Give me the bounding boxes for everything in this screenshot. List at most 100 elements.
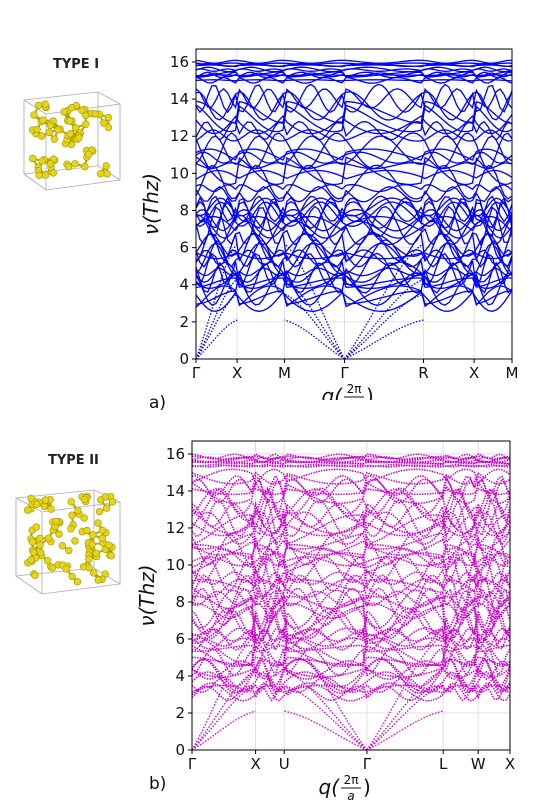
band-line — [192, 508, 510, 535]
atom — [30, 111, 38, 119]
band-line — [192, 632, 510, 667]
band-line — [192, 468, 510, 485]
atom — [92, 549, 101, 557]
atom — [88, 540, 97, 549]
band-line — [196, 68, 512, 72]
atom — [72, 124, 80, 132]
y-tick-label: 0 — [175, 741, 185, 759]
band-line — [192, 595, 510, 610]
y-tick-label: 6 — [175, 630, 185, 648]
atom — [46, 160, 55, 168]
atom — [60, 108, 68, 116]
y-axis-label: ν(Thz) — [135, 564, 159, 626]
band-line — [196, 201, 512, 228]
atom — [49, 169, 58, 177]
atom — [82, 120, 90, 128]
atom — [67, 525, 75, 533]
y-tick-label: 16 — [170, 53, 189, 71]
atom — [62, 565, 70, 573]
panel-letter-a: a) — [149, 393, 167, 413]
acoustic-branch — [283, 684, 368, 750]
atom — [65, 117, 74, 125]
band-line — [192, 585, 510, 628]
atom — [94, 576, 102, 584]
atom — [100, 119, 108, 127]
band-line — [192, 647, 510, 679]
atom — [44, 534, 53, 542]
band-line — [196, 129, 512, 142]
atom — [108, 498, 117, 506]
band-line — [196, 70, 512, 78]
x-tick-label: U — [279, 755, 290, 773]
atom — [48, 564, 57, 572]
atom — [52, 517, 60, 526]
atom — [39, 116, 47, 124]
y-tick-label: 0 — [179, 350, 189, 368]
atom — [28, 154, 37, 163]
x-axis-label-numerator: 2π — [344, 773, 359, 787]
atom — [84, 150, 93, 158]
acoustic-branch — [344, 319, 424, 359]
type-i-label: TYPE I — [53, 57, 100, 72]
atom — [107, 551, 115, 560]
band-line — [192, 453, 510, 460]
acoustic-branch — [196, 243, 238, 359]
band-line — [192, 644, 510, 668]
atom — [50, 135, 59, 143]
band-line — [192, 606, 510, 636]
band-line — [196, 120, 512, 141]
atom — [67, 498, 75, 506]
band-line — [192, 463, 510, 468]
band-line — [196, 114, 512, 135]
band-structure-chart-a: 0 2 4 6 8 10 12 14 16 Γ X M Γ R X Mν(Thz) q(2π a) — [139, 48, 518, 400]
band-line — [196, 62, 512, 68]
x-tick-label: L — [439, 755, 448, 773]
atom — [80, 514, 88, 522]
atom — [83, 526, 91, 535]
band-lines — [192, 453, 510, 750]
band-line — [192, 531, 510, 550]
band-line — [192, 547, 510, 569]
atom — [27, 494, 35, 503]
x-axis-label-numerator: 2π — [347, 382, 362, 396]
atom — [71, 537, 79, 545]
atom — [102, 162, 110, 170]
band-line — [196, 79, 512, 82]
y-tick-label: 6 — [179, 239, 189, 257]
band-line — [196, 87, 512, 110]
band-line — [192, 572, 510, 615]
y-tick-label: 16 — [166, 445, 185, 463]
x-tick-label: W — [471, 755, 486, 773]
atom — [33, 125, 41, 134]
atom — [38, 157, 46, 165]
acoustic-branch — [284, 293, 345, 359]
acoustic-branch — [284, 319, 345, 359]
acoustic-branch — [344, 293, 424, 359]
x-tick-label: X — [469, 364, 479, 382]
band-line — [192, 532, 510, 568]
y-tick-label: 8 — [175, 593, 185, 611]
y-tick-label: 12 — [170, 127, 189, 145]
band-line — [192, 667, 510, 678]
plot-frame — [195, 48, 513, 360]
atom — [45, 128, 53, 137]
band-line — [192, 578, 510, 594]
cube-wireframe — [22, 91, 122, 191]
atom — [29, 548, 38, 557]
band-line — [192, 460, 510, 465]
atom — [85, 563, 93, 572]
band-line — [192, 555, 510, 567]
atom — [85, 555, 93, 563]
atom — [27, 556, 35, 564]
x-tick-label: X — [232, 364, 242, 382]
x-axis-label-prefix: q( — [322, 384, 344, 400]
atom — [32, 523, 40, 531]
atom — [41, 100, 49, 108]
acoustic-branch — [196, 319, 238, 359]
atom — [35, 171, 43, 180]
band-lines — [196, 59, 512, 359]
atom — [89, 531, 97, 539]
acoustic-branch — [366, 634, 444, 750]
band-line — [196, 195, 512, 223]
